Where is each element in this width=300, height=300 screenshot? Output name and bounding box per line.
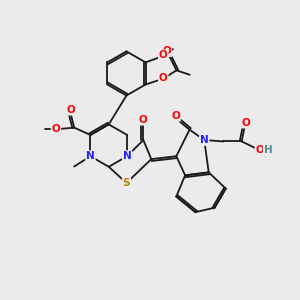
Text: H: H	[264, 145, 273, 155]
Text: O: O	[52, 124, 60, 134]
Text: N: N	[123, 151, 131, 161]
Text: O: O	[256, 145, 264, 155]
Text: O: O	[159, 73, 168, 83]
Text: O: O	[162, 46, 171, 56]
Text: N: N	[86, 151, 95, 161]
Text: O: O	[159, 50, 168, 60]
Text: O: O	[241, 118, 250, 128]
Text: O: O	[171, 111, 180, 121]
Text: S: S	[123, 178, 130, 188]
Text: O: O	[139, 115, 148, 125]
Text: O: O	[66, 105, 75, 115]
Text: N: N	[200, 135, 209, 145]
